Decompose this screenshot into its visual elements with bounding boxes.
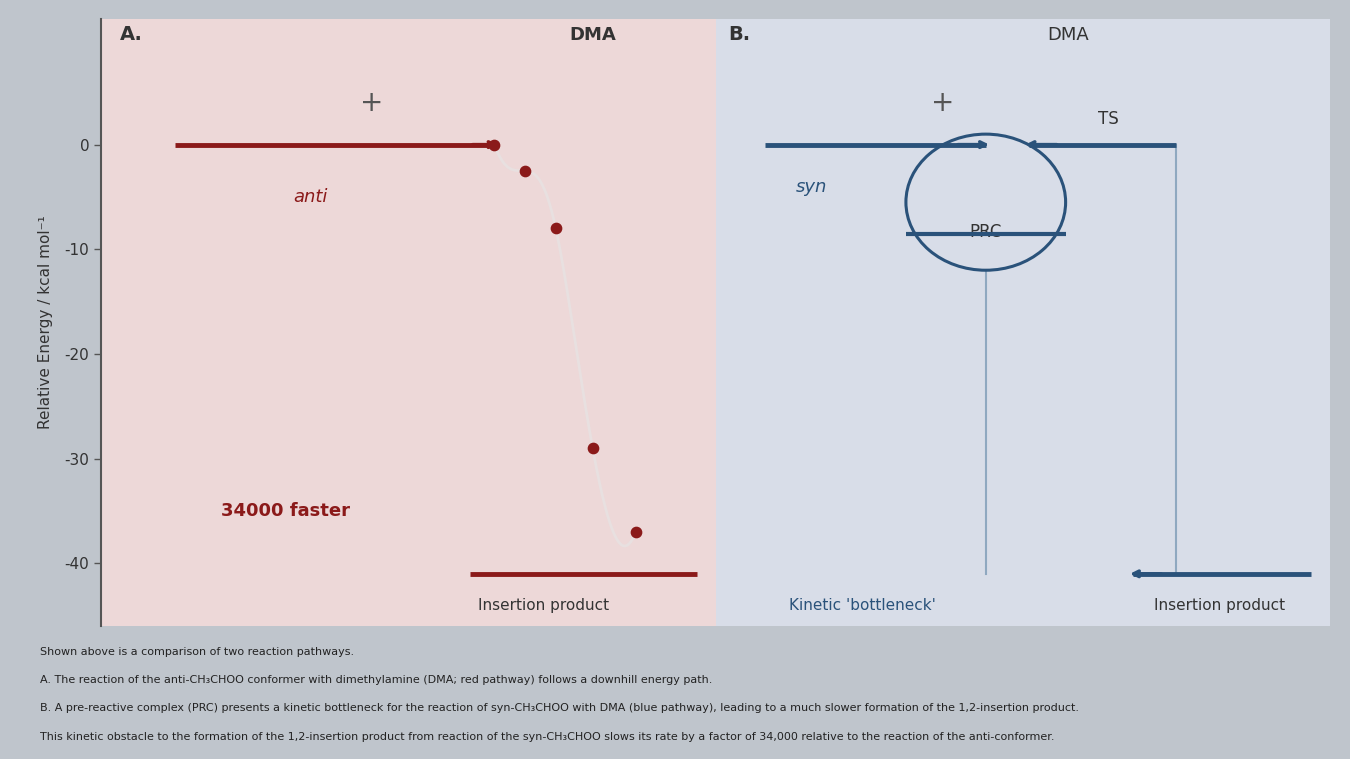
Text: DMA: DMA — [1048, 26, 1089, 44]
Text: PRC: PRC — [969, 223, 1002, 241]
Text: Insertion product: Insertion product — [478, 599, 609, 613]
Text: B. A pre-reactive complex (PRC) presents a kinetic bottleneck for the reaction o: B. A pre-reactive complex (PRC) presents… — [40, 704, 1079, 713]
Bar — [101, 19, 716, 626]
Y-axis label: Relative Energy / kcal mol⁻¹: Relative Energy / kcal mol⁻¹ — [38, 216, 54, 430]
Text: B.: B. — [728, 25, 749, 44]
Text: A. The reaction of the anti-CH₃CHOO conformer with dimethylamine (DMA; red pathw: A. The reaction of the anti-CH₃CHOO conf… — [40, 676, 713, 685]
Text: A.: A. — [120, 25, 143, 44]
Point — [545, 222, 567, 235]
Point — [514, 165, 536, 177]
Text: Shown above is a comparison of two reaction pathways.: Shown above is a comparison of two react… — [40, 647, 354, 657]
Text: Insertion product: Insertion product — [1154, 599, 1285, 613]
Text: +: + — [931, 89, 954, 117]
Point — [582, 442, 603, 455]
Point — [625, 526, 647, 538]
Text: Kinetic 'bottleneck': Kinetic 'bottleneck' — [790, 599, 937, 613]
Bar — [716, 19, 1330, 626]
Text: +: + — [360, 89, 383, 117]
Text: 34000 faster: 34000 faster — [221, 502, 350, 520]
Text: syn: syn — [795, 178, 826, 196]
Text: TS: TS — [1099, 109, 1119, 128]
Point — [483, 139, 505, 151]
Text: anti: anti — [293, 188, 327, 206]
Text: DMA: DMA — [570, 26, 616, 44]
Text: This kinetic obstacle to the formation of the 1,2-insertion product from reactio: This kinetic obstacle to the formation o… — [40, 732, 1054, 742]
